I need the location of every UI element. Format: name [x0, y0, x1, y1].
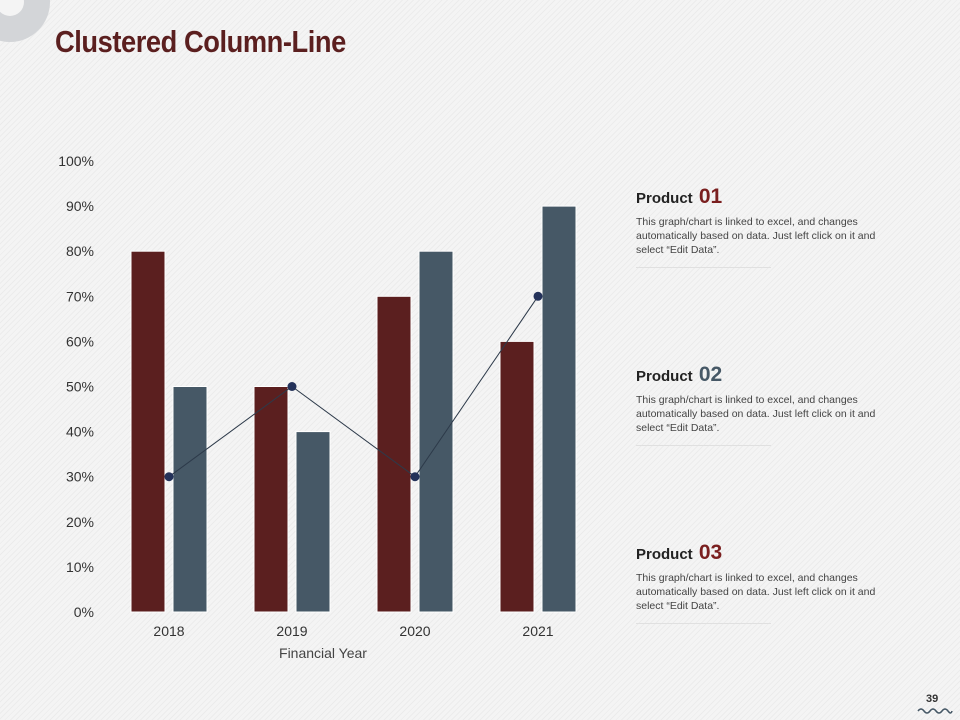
y-tick-label: 80% [66, 243, 94, 259]
line-point-2021 [533, 291, 543, 301]
y-tick-label: 40% [66, 424, 94, 440]
bar-2-2021 [541, 205, 577, 613]
clustered-column-line-chart: 0% 10% 20% 30% 40% 50% 60% 70% 80% 90% 100% 2018 20… [58, 153, 577, 661]
bar-2-2018 [172, 386, 208, 613]
product-02-number: 02 [698, 363, 723, 386]
product-02-label: Product [636, 368, 693, 385]
y-tick-label: 30% [66, 469, 94, 485]
x-tick-label: 2020 [399, 623, 430, 639]
bar-1-2019 [253, 386, 289, 613]
product-02-card: Product 02 This graph/chart is linked to… [636, 363, 898, 446]
product-01-title: Product 01 [636, 185, 898, 209]
y-tick-label: 50% [66, 379, 94, 395]
product-03-label: Product [636, 546, 693, 563]
y-tick-label: 70% [66, 288, 94, 304]
product-01-description: This graph/chart is linked to excel, and… [636, 216, 876, 256]
bar-2-2019 [295, 431, 331, 613]
page-title: Clustered Column-Line [55, 24, 346, 59]
y-tick-label: 20% [66, 514, 94, 530]
product-03-description: This graph/chart is linked to excel, and… [636, 572, 876, 612]
x-tick-label: 2021 [522, 623, 553, 639]
line-series-product-03 [168, 296, 539, 478]
product-01-card: Product 01 This graph/chart is linked to… [636, 185, 898, 268]
y-tick-label: 90% [66, 198, 94, 214]
bar-1-2018 [130, 250, 166, 613]
bar-1-2020 [376, 295, 412, 613]
corner-circle-decoration-icon [0, 0, 50, 42]
line-point-2018 [164, 472, 174, 482]
product-03-number: 03 [698, 541, 723, 564]
x-tick-label: 2018 [153, 623, 184, 639]
product-02-description: This graph/chart is linked to excel, and… [636, 394, 876, 434]
y-tick-label: 0% [74, 604, 94, 620]
product-01-label: Product [636, 190, 693, 207]
product-03-card: Product 03 This graph/chart is linked to… [636, 541, 898, 624]
x-tick-label: 2019 [276, 623, 307, 639]
line-point-2019 [287, 382, 297, 391]
product-01-divider [636, 267, 771, 268]
product-02-title: Product 02 [636, 363, 898, 387]
bar-2-2020 [418, 250, 454, 613]
product-03-divider [636, 623, 771, 624]
product-03-title: Product 03 [636, 541, 898, 565]
y-tick-label: 100% [58, 153, 94, 169]
page-number: 39 [926, 693, 939, 705]
x-axis-title: Financial Year [279, 645, 367, 661]
line-point-2020 [410, 472, 420, 482]
product-02-divider [636, 445, 771, 446]
bar-1-2021 [499, 340, 535, 613]
y-tick-label: 60% [66, 333, 94, 349]
y-tick-label: 10% [66, 559, 94, 575]
product-01-number: 01 [698, 185, 723, 208]
wave-icon [917, 708, 953, 714]
